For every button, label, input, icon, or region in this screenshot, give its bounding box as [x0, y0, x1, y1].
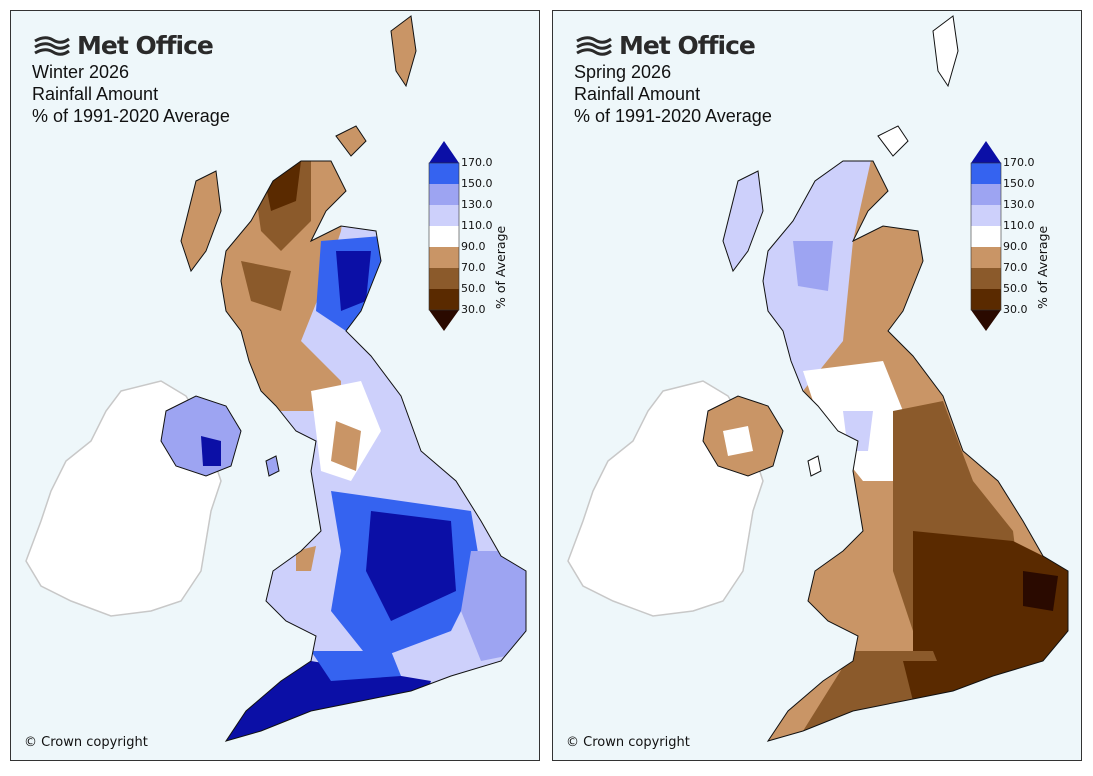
- colorbar-legend: 170.0 150.0 130.0 110.0 90.0 70.0 50.0 3…: [969, 141, 1079, 341]
- copyright-notice: © Crown copyright: [24, 735, 148, 750]
- legend-tick: 170.0: [461, 156, 493, 169]
- legend-tick: 130.0: [1003, 198, 1035, 211]
- colorbar-legend: 170.0 150.0 130.0 110.0 90.0 70.0 50.0 3…: [427, 141, 537, 341]
- legend-tick: 70.0: [1003, 261, 1028, 274]
- orkney-islands: [877, 125, 909, 157]
- winter-rainfall-map: [25, 15, 527, 742]
- legend-tick: 150.0: [461, 177, 493, 190]
- legend-axis-label: % of Average: [1035, 225, 1050, 309]
- spring-rainfall-map: [567, 15, 1069, 742]
- great-britain-outline: [220, 160, 527, 742]
- map-titles: Spring 2026 Rainfall Amount % of 1991-20…: [574, 61, 772, 127]
- legend-tick: 30.0: [461, 303, 486, 316]
- legend-tick: 90.0: [461, 240, 486, 253]
- met-office-wave-logo-icon: [576, 35, 612, 56]
- colorbar: [970, 141, 1002, 331]
- brand-name: Met Office: [77, 31, 214, 60]
- copyright-notice: © Crown copyright: [566, 735, 690, 750]
- met-office-brand: Met Office: [33, 31, 214, 60]
- isle-of-man: [807, 455, 822, 477]
- winter-map-panel: Met Office Winter 2026 Rainfall Amount %…: [10, 10, 540, 761]
- orkney-islands: [335, 125, 367, 157]
- legend-tick: 90.0: [1003, 240, 1028, 253]
- legend-tick: 150.0: [1003, 177, 1035, 190]
- legend-tick: 170.0: [1003, 156, 1035, 169]
- legend-tick: 30.0: [1003, 303, 1028, 316]
- legend-tick: 50.0: [461, 282, 486, 295]
- shetland-islands: [390, 15, 417, 88]
- great-britain-outline: [762, 160, 1069, 742]
- shetland-islands: [932, 15, 959, 88]
- variable-title: Rainfall Amount: [574, 84, 701, 104]
- map-titles: Winter 2026 Rainfall Amount % of 1991-20…: [32, 61, 230, 127]
- legend-tick: 50.0: [1003, 282, 1028, 295]
- baseline-title: % of 1991-2020 Average: [574, 106, 772, 126]
- season-title: Winter 2026: [32, 62, 130, 82]
- variable-title: Rainfall Amount: [32, 84, 159, 104]
- legend-tick: 70.0: [461, 261, 486, 274]
- isle-of-man: [265, 455, 280, 477]
- colorbar: [428, 141, 460, 331]
- legend-tick: 130.0: [461, 198, 493, 211]
- met-office-wave-logo-icon: [34, 35, 70, 56]
- met-office-brand: Met Office: [575, 31, 756, 60]
- western-isles: [180, 170, 222, 273]
- western-isles: [722, 170, 764, 273]
- baseline-title: % of 1991-2020 Average: [32, 106, 230, 126]
- brand-name: Met Office: [619, 31, 756, 60]
- spring-map-panel: Met Office Spring 2026 Rainfall Amount %…: [552, 10, 1082, 761]
- legend-axis-label: % of Average: [493, 225, 508, 309]
- legend-tick: 110.0: [461, 219, 493, 232]
- legend-tick: 110.0: [1003, 219, 1035, 232]
- season-title: Spring 2026: [574, 62, 672, 82]
